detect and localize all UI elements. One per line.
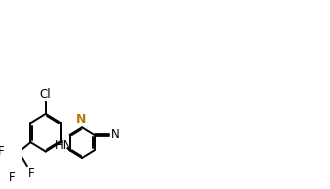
Text: N: N (111, 129, 119, 141)
Text: F: F (0, 145, 4, 158)
Text: Cl: Cl (39, 88, 50, 101)
Text: N: N (76, 113, 86, 126)
Text: HN: HN (55, 139, 72, 152)
Text: F: F (9, 171, 15, 184)
Text: F: F (28, 167, 34, 180)
